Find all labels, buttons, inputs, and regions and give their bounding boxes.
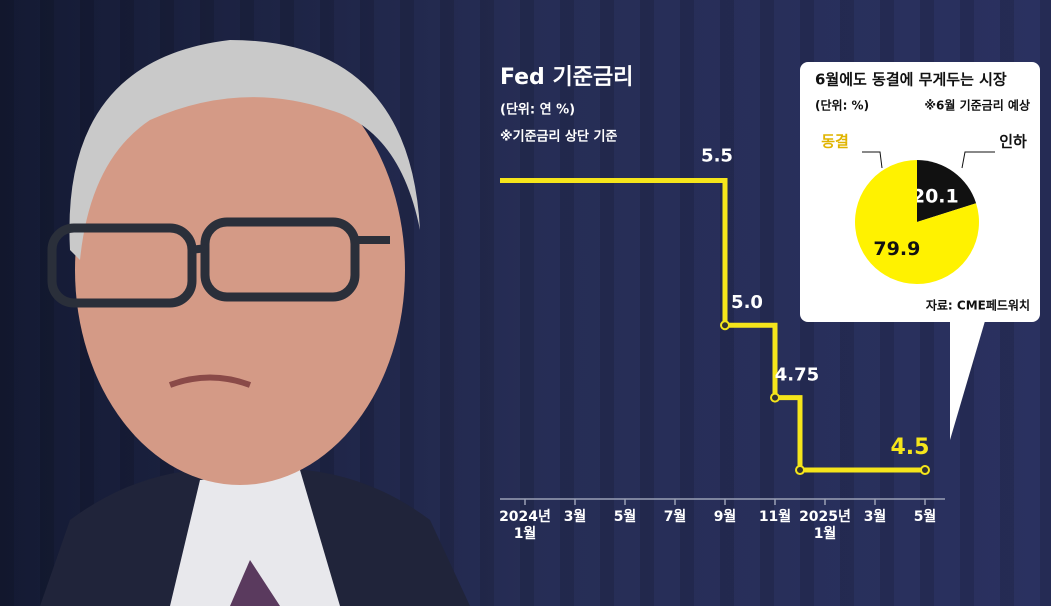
x-tick-label: 3월 bbox=[564, 508, 587, 525]
chart-note: ※기준금리 상단 기준 bbox=[500, 129, 617, 145]
legend-label: 동결 bbox=[821, 133, 849, 151]
x-tick-label: 2025년 1월 bbox=[799, 509, 851, 542]
point bbox=[720, 320, 730, 331]
point bbox=[770, 392, 780, 403]
value-label: 5.0 bbox=[731, 292, 763, 313]
pie-title: 6월에도 동결에 무게두는 시장 bbox=[815, 71, 1007, 89]
value-label: 5.5 bbox=[701, 145, 733, 166]
point bbox=[795, 465, 805, 476]
x-tick-label: 7월 bbox=[664, 508, 687, 525]
chart-subtitle: (단위: 연 %) bbox=[500, 102, 575, 118]
x-tick-label: 11월 bbox=[759, 508, 791, 525]
slice-value: 20.1 bbox=[912, 185, 959, 207]
chart-title: Fed 기준금리 bbox=[500, 65, 633, 90]
value-label: 4.75 bbox=[775, 365, 819, 386]
x-tick-label: 9월 bbox=[714, 508, 737, 525]
pie-note: ※6월 기준금리 예상 bbox=[924, 98, 1030, 113]
x-tick-label: 2024년 1월 bbox=[499, 509, 551, 542]
value-label: 4.5 bbox=[891, 435, 930, 460]
pie-source: 자료: CME페드워치 bbox=[926, 298, 1030, 313]
point bbox=[920, 465, 930, 476]
pie-subtitle: (단위: %) bbox=[815, 98, 869, 113]
leader-line bbox=[961, 151, 995, 169]
x-tick-label: 5월 bbox=[614, 508, 637, 525]
speech-tail bbox=[950, 321, 985, 440]
leader-line bbox=[862, 151, 883, 169]
legend-label: 인하 bbox=[999, 133, 1027, 151]
pie-slice bbox=[854, 160, 979, 284]
step-line bbox=[500, 177, 925, 473]
x-tick-label: 3월 bbox=[864, 508, 887, 525]
photo-person bbox=[40, 40, 470, 606]
pie-slice bbox=[917, 160, 977, 222]
slice-value: 79.9 bbox=[873, 238, 920, 260]
x-tick-label: 5월 bbox=[914, 508, 937, 525]
